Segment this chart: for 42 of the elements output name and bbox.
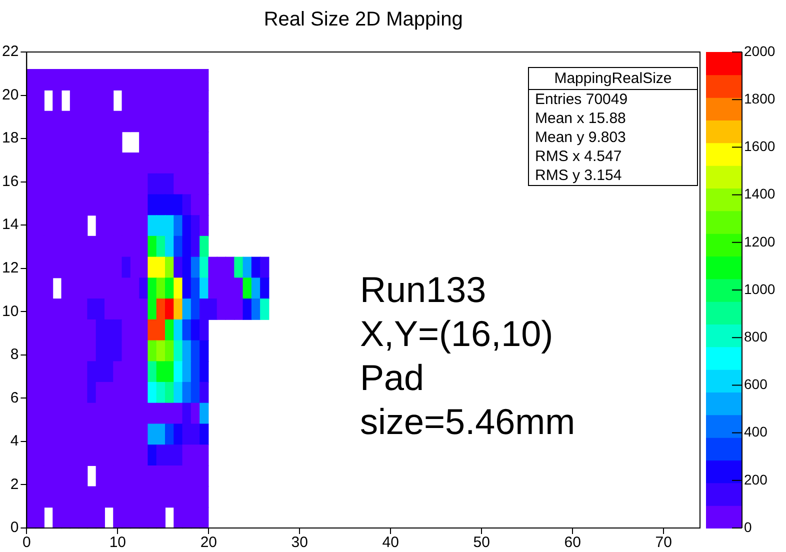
color-bar-label: 200 [744, 471, 768, 488]
annotation: Mean x 15.88 [534, 109, 627, 128]
y-tick-label: 12 [2, 260, 19, 277]
annotation: size=5.46mm [360, 400, 576, 444]
x-tick-label: 70 [655, 534, 672, 552]
x-tick-label: 0 [22, 534, 31, 552]
x-tick-label: 10 [109, 534, 126, 552]
annotation: Pad [360, 356, 426, 400]
annotation: RMS y 3.154 [534, 166, 623, 185]
color-bar-label: 1200 [744, 233, 776, 250]
y-tick-label: 22 [2, 43, 19, 60]
y-tick-label: 8 [10, 346, 19, 364]
color-bar-label: 1400 [744, 186, 776, 202]
color-bar-label: 800 [744, 328, 768, 344]
y-tick-label: 6 [10, 389, 19, 406]
y-tick-label: 20 [2, 86, 19, 104]
y-tick-label: 18 [2, 130, 19, 147]
annotation: Entries 70049 [534, 90, 629, 109]
y-tick-label: 2 [10, 476, 19, 493]
color-bar-label: 2000 [744, 42, 776, 59]
x-tick-label: 50 [473, 534, 490, 552]
color-bar-label: 400 [744, 424, 768, 440]
x-tick-label: 20 [200, 534, 218, 552]
y-tick-label: 16 [2, 172, 19, 190]
annotation: Mean y 9.803 [534, 128, 627, 147]
x-tick-label: 40 [382, 534, 399, 552]
annotation: RMS x 4.547 [534, 147, 623, 166]
annotation: MappingRealSize [529, 68, 697, 90]
color-bar-label: 1000 [744, 280, 776, 297]
y-tick-label: 14 [2, 216, 19, 234]
annotation: X,Y=(16,10) [360, 312, 554, 356]
annotation: Run133 [360, 268, 488, 312]
x-tick-label: 60 [564, 534, 581, 552]
color-bar-label: 600 [744, 376, 768, 392]
y-tick-label: 10 [2, 302, 19, 320]
x-tick-label: 30 [291, 534, 308, 552]
color-bar-label: 0 [744, 518, 752, 535]
color-bar-label: 1800 [744, 90, 776, 106]
chart-title: Real Size 2D Mapping [264, 8, 463, 31]
color-bar-label: 1600 [744, 138, 776, 154]
y-tick-label: 4 [10, 432, 19, 450]
y-tick-label: 0 [10, 519, 19, 536]
